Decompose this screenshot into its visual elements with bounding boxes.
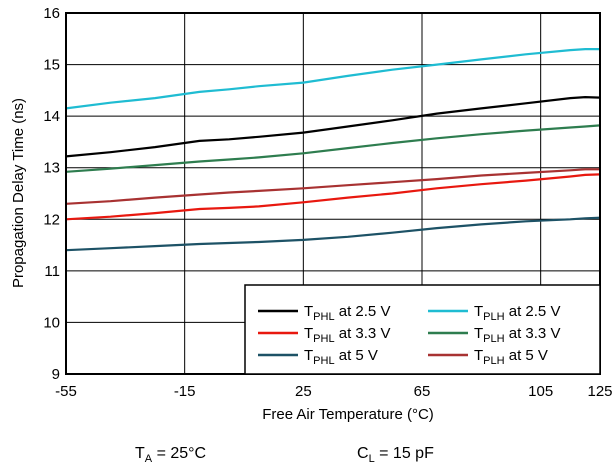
y-tick-label: 12 [43,211,60,228]
x-tick-label: 65 [414,383,431,400]
legend-label-2: TPHL at 3.3 V [304,325,390,345]
legend-label-0: TPHL at 2.5 V [304,303,390,323]
legend-label-3-subscript: PLH [483,333,504,345]
y-tick-label: 16 [43,5,60,22]
y-tick-label: 15 [43,57,60,74]
condition-cl-subscript: L [369,453,375,465]
legend-label-0-subscript: PHL [313,311,334,323]
legend-label-1-subscript: PLH [483,311,504,323]
series-line-4 [65,216,601,252]
y-tick-labels: 9 10 11 12 13 14 15 16 [43,5,60,383]
x-tick-labels: -55 -15 25 65 105 125 [55,383,612,400]
condition-ta-suffix: = 25°C [152,445,206,462]
legend-label-0-suffix: at 2.5 V [335,303,391,320]
series-line-2 [65,173,601,221]
y-tick-label: 14 [43,108,60,125]
x-axis-title: Free Air Temperature (°C) [262,406,434,423]
x-tick-label: 125 [587,383,612,400]
series-line-0 [65,95,601,158]
legend-label-4-subscript: PHL [313,355,334,367]
legend-label-1-suffix: at 2.5 V [505,303,561,320]
legend-label-5-subscript: PLH [483,355,504,367]
legend-label-5: TPLH at 5 V [474,347,548,367]
condition-ta: TA = 25°C [135,445,206,465]
series-line-1 [65,47,600,110]
series-lines [65,47,601,252]
condition-cl-suffix: = 15 pF [375,445,434,462]
x-tick-label: -15 [174,383,196,400]
legend-label-3-suffix: at 3.3 V [505,325,561,342]
conditions: TA = 25°C CL = 15 pF [135,445,434,465]
legend-label-4-suffix: at 5 V [335,347,378,364]
legend-label-1: TPLH at 2.5 V [474,303,560,323]
y-tick-label: 11 [44,263,60,280]
y-axis-title: Propagation Delay Time (ns) [10,98,27,288]
condition-ta-main: T [135,445,145,462]
condition-cl: CL = 15 pF [357,445,434,465]
legend-label-1-main: T [474,303,483,320]
y-tick-label: 13 [43,160,60,177]
legend-label-3: TPLH at 3.3 V [474,325,560,345]
y-tick-label: 10 [43,314,60,331]
legend-label-4: TPHL at 5 V [304,347,378,367]
legend-label-2-main: T [304,325,313,342]
x-tick-label: 25 [295,383,312,400]
legend-label-2-suffix: at 3.3 V [335,325,391,342]
x-tick-label: 105 [528,383,553,400]
legend-label-2-subscript: PHL [313,333,334,345]
series-line-5 [65,168,600,205]
legend-label-5-main: T [474,347,483,364]
series-line-3 [65,124,601,173]
x-tick-label: -55 [55,383,77,400]
legend-label-5-suffix: at 5 V [505,347,548,364]
y-tick-label: 9 [52,366,60,383]
legend-label-0-main: T [304,303,313,320]
legend-label-4-main: T [304,347,313,364]
legend-label-3-main: T [474,325,483,342]
condition-ta-subscript: A [145,453,153,465]
legend-box [244,284,601,375]
condition-cl-main: C [357,445,369,462]
